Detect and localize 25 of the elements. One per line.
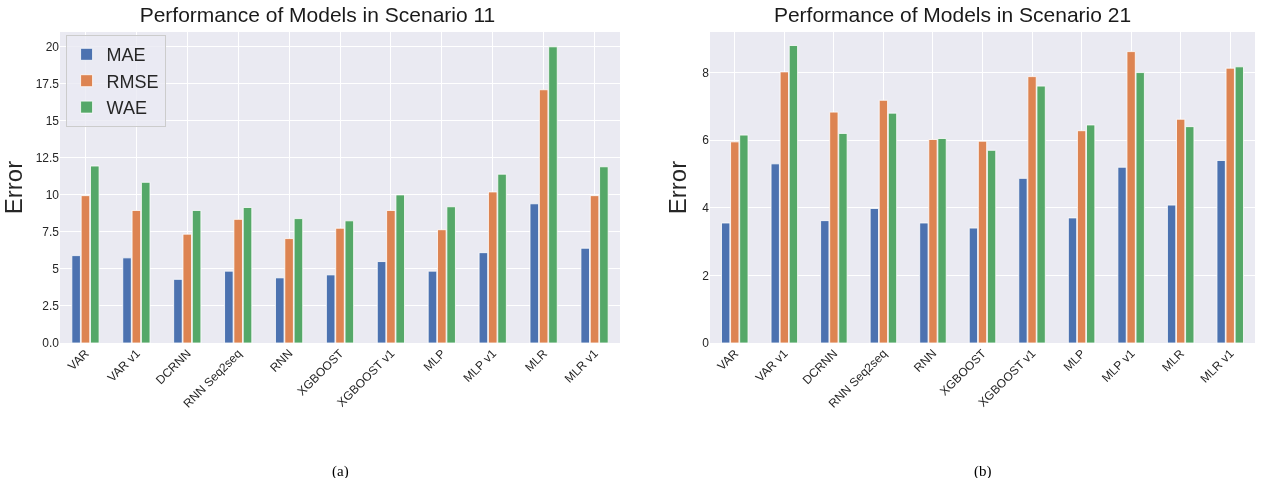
- x-tick-label: VAR v1: [104, 346, 143, 385]
- y-tick-label: 17.5: [35, 77, 60, 92]
- legend-label: RMSE: [106, 71, 159, 92]
- y-tick-label: 7.5: [42, 225, 60, 240]
- y-tick-label: 0: [702, 336, 710, 351]
- y-tick-label: 8: [702, 65, 710, 80]
- x-tick-label: VAR: [65, 346, 93, 374]
- y-tick-label: 5: [52, 262, 60, 277]
- y-tick-label: 2: [702, 268, 710, 283]
- chart-title: Performance of Models in Scenario 21: [773, 2, 1132, 26]
- y-tick-label: 12.5: [35, 151, 60, 166]
- y-tick-label: 15: [45, 114, 60, 129]
- y-axis-title: Error: [0, 160, 27, 215]
- y-tick-label: 10: [45, 188, 60, 203]
- chart-title: Performance of Models in Scenario 11: [139, 2, 496, 26]
- x-tick-label: VAR: [714, 346, 742, 374]
- y-tick-label: 20: [45, 40, 60, 55]
- y-axis-title: Error: [664, 160, 692, 215]
- y-tick-label: 6: [702, 133, 710, 148]
- y-tick-label: 2.5: [42, 299, 60, 314]
- y-tick-label: 4: [702, 200, 710, 215]
- y-tick-label: 0.0: [42, 336, 60, 351]
- legend-label: WAE: [106, 98, 147, 119]
- legend-label: MAE: [106, 45, 146, 66]
- x-tick-label: VAR v1: [752, 346, 791, 385]
